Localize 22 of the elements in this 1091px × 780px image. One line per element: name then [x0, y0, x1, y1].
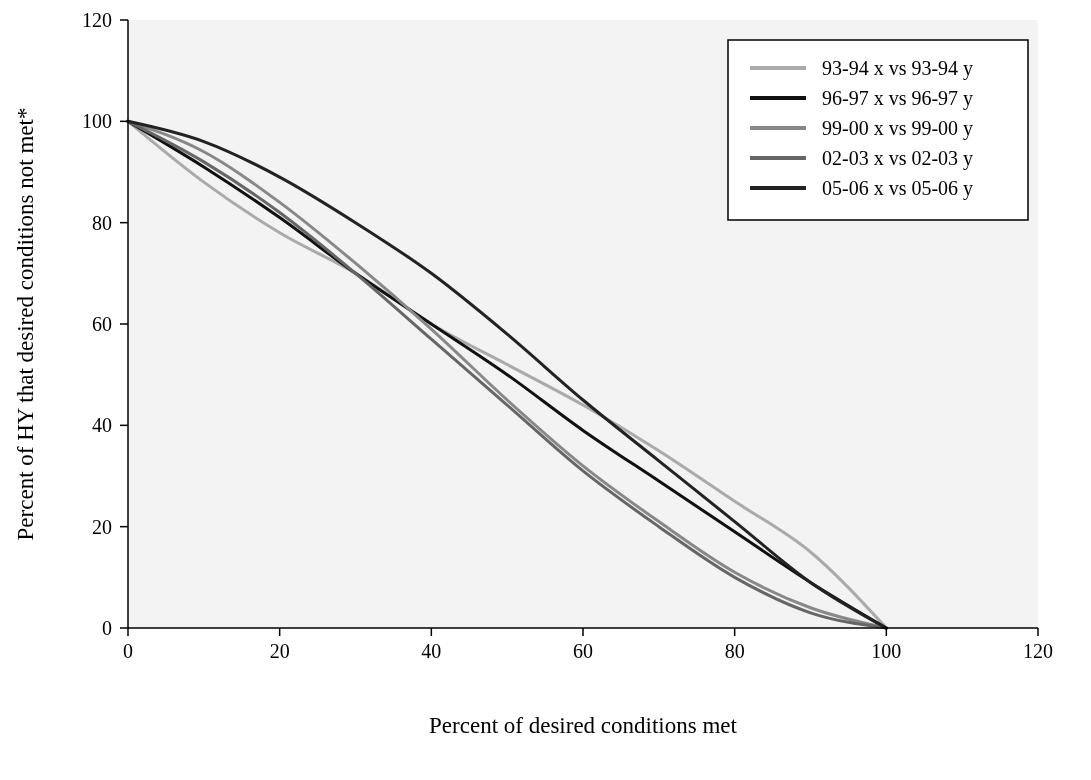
y-tick-label: 20	[92, 515, 112, 538]
x-tick-label: 120	[1023, 640, 1053, 662]
x-tick-label: 60	[573, 640, 593, 662]
y-tick-label: 100	[82, 110, 112, 133]
legend-label: 96-97 x vs 96-97 y	[822, 87, 974, 110]
legend-label: 02-03 x vs 02-03 y	[822, 147, 974, 170]
legend-label: 05-06 x vs 05-06 y	[822, 177, 974, 200]
y-tick-label: 120	[82, 9, 112, 31]
x-tick-label: 100	[871, 640, 902, 662]
y-axis-title: Percent of HY that desired conditions not met*	[13, 107, 38, 541]
legend-label: 99-00 x vs 99-00 y	[822, 117, 974, 140]
y-tick-label: 80	[92, 211, 112, 234]
y-tick-label: 0	[102, 617, 112, 639]
x-tick-label: 80	[724, 640, 745, 662]
y-tick-label: 40	[92, 414, 112, 437]
line-series	[126, 119, 888, 630]
legend-label: 93-94 x vs 93-94 y	[822, 57, 974, 80]
x-tick-label: 20	[269, 640, 290, 662]
x-axis-title: Percent of desired conditions met	[429, 713, 738, 738]
x-tick-label: 0	[123, 640, 133, 662]
y-tick-label: 60	[92, 313, 112, 335]
x-tick-label: 40	[421, 640, 442, 662]
